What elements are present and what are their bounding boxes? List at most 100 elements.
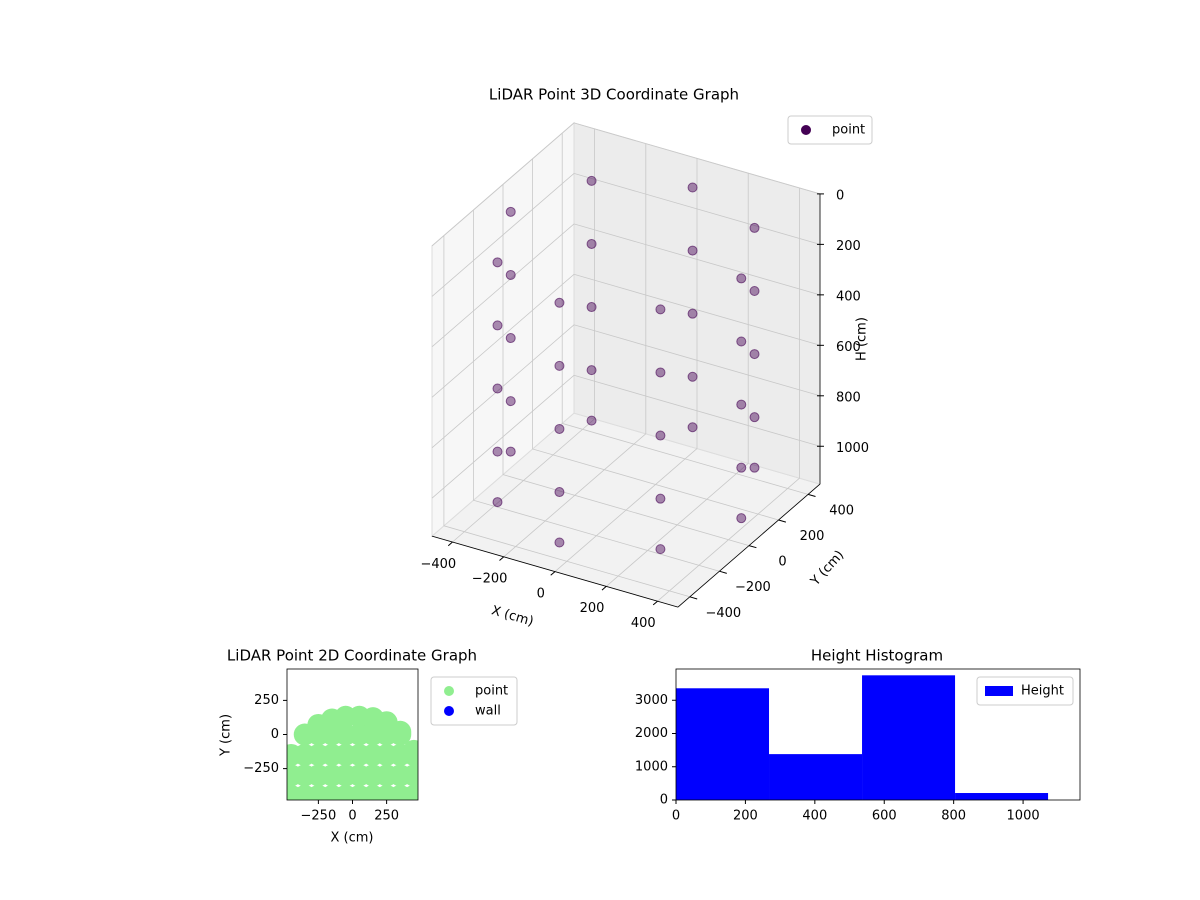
y-tick-label: 2000 [635, 726, 668, 741]
point [554, 537, 565, 548]
point [554, 360, 565, 371]
y-tick-label: 0 [271, 727, 279, 742]
point [749, 222, 760, 233]
x-tick-label: 0 [537, 586, 545, 601]
plot-area [287, 705, 418, 800]
point [554, 487, 565, 498]
y-tick-label: 200 [800, 529, 825, 544]
point [655, 430, 666, 441]
grid-line [502, 184, 750, 546]
grid-line [473, 210, 720, 572]
axis-y [677, 483, 821, 608]
y-tick-label: 1000 [635, 759, 668, 774]
point [687, 182, 698, 193]
point [749, 462, 760, 473]
grid-line [532, 158, 779, 521]
chart-title: Height Histogram [811, 647, 943, 665]
x-tick-label: 1000 [1007, 809, 1040, 824]
y-tick [748, 545, 757, 549]
legend-label: Height [1021, 684, 1064, 699]
legend-marker [444, 706, 454, 716]
point [687, 308, 698, 319]
point [505, 446, 516, 457]
point [586, 415, 597, 426]
bar [955, 793, 1049, 800]
z-tick-label: 0 [836, 188, 844, 203]
legend-box [787, 115, 873, 145]
z-tick-label: 400 [836, 289, 861, 304]
grid-line [431, 374, 821, 499]
x-tick [652, 600, 658, 606]
x-tick-label: 600 [872, 809, 897, 824]
point [554, 297, 565, 308]
x-tick-label: 250 [374, 809, 399, 824]
chart-title: LiDAR Point 3D Coordinate Graph [489, 86, 739, 104]
point [655, 367, 666, 378]
y-tick-label: 0 [660, 793, 668, 808]
x-tick [550, 571, 556, 576]
point [554, 423, 565, 434]
y-tick-label: −200 [735, 580, 771, 595]
z-axis-label: H (cm) [854, 317, 869, 361]
chart-title: LiDAR Point 2D Coordinate Graph [227, 647, 477, 665]
point [749, 349, 760, 360]
z-tick-label: 200 [836, 239, 861, 254]
x-tick-label: 0 [672, 809, 680, 824]
y-tick-label: −250 [243, 761, 279, 776]
y-tick-label: 0 [778, 555, 786, 570]
point [736, 273, 747, 284]
legend-label: point [832, 123, 865, 138]
point [586, 302, 597, 313]
legend-label: wall [475, 704, 501, 719]
point [687, 422, 698, 433]
x-tick [601, 586, 607, 591]
point [505, 333, 516, 344]
grid-line [657, 188, 800, 602]
chart-histogram: Height Histogram 0 200 400 600 800 1000 0 1000 20… [635, 647, 1081, 824]
point [492, 257, 503, 268]
y-tick [719, 570, 727, 574]
point [687, 371, 698, 382]
y-tick [689, 596, 698, 600]
point [736, 513, 747, 524]
legend-swatch [985, 686, 1013, 696]
grid-line [431, 122, 821, 247]
x-tick-label: 400 [802, 809, 827, 824]
y-tick [778, 519, 787, 523]
z-tick-label: 1000 [836, 441, 869, 456]
x-tick-label: 800 [941, 809, 966, 824]
grid-line [561, 133, 809, 495]
chart-2d: LiDAR Point 2D Coordinate Graph −250 0 250 −… [219, 647, 518, 846]
bar [769, 754, 863, 800]
point [402, 784, 418, 800]
grid-line [431, 273, 821, 398]
axis-x [431, 535, 679, 608]
x-tick [447, 541, 453, 547]
x-axis-label: X (cm) [331, 831, 374, 846]
y-tick-label: −400 [705, 606, 741, 621]
point [655, 304, 666, 315]
x-tick-label: −400 [420, 557, 456, 572]
grid-line [443, 235, 690, 598]
grid-line [554, 158, 698, 572]
x-tick [499, 556, 505, 561]
y-tick-label: 400 [829, 503, 854, 518]
point [492, 446, 503, 457]
point [492, 497, 503, 508]
point [655, 544, 666, 555]
point [749, 412, 760, 423]
point [655, 493, 666, 504]
grid-line [431, 223, 821, 348]
legend-box [976, 676, 1074, 706]
point [505, 269, 516, 280]
bar [862, 675, 956, 800]
legend-marker [444, 686, 454, 696]
x-tick-label: −200 [472, 572, 508, 587]
legend-label: point [475, 684, 508, 699]
point [736, 462, 747, 473]
point [586, 238, 597, 249]
point [687, 245, 698, 256]
grid-line [605, 173, 749, 587]
y-axis-label: Y (cm) [219, 714, 234, 757]
y-tick-label: 3000 [635, 693, 668, 708]
